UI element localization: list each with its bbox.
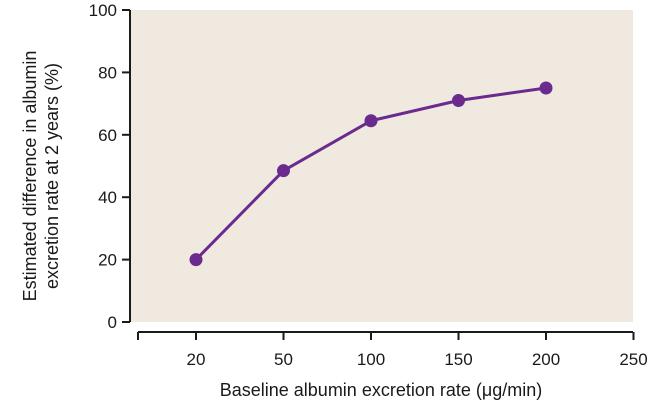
y-tick-label: 60 (98, 126, 117, 145)
y-axis-title-line: Estimated difference in albumin (20, 51, 40, 302)
plot-background (130, 10, 633, 322)
data-point (364, 114, 378, 128)
x-tick-label: 250 (619, 350, 647, 369)
series-layer (189, 81, 553, 267)
x-tick-label: 20 (187, 350, 206, 369)
x-axis: 20 50 100 150 200 250 (137, 331, 648, 369)
y-tick-label: 20 (98, 251, 117, 270)
x-axis-title: Baseline albumin excretion rate (μg/min) (220, 380, 543, 400)
x-tick-label: 150 (444, 350, 472, 369)
x-tick-label: 200 (532, 350, 560, 369)
y-tick-label: 0 (108, 313, 117, 332)
x-tick-label: 100 (357, 350, 385, 369)
data-point (189, 253, 203, 267)
y-axis-title-line: excretion rate at 2 years (%) (42, 63, 62, 289)
x-tick-label: 50 (274, 350, 293, 369)
y-axis: 0 20 40 60 80 100 (89, 1, 131, 332)
data-point (539, 81, 553, 95)
y-tick-label: 40 (98, 188, 117, 207)
y-tick-label: 100 (89, 1, 117, 20)
data-point (277, 164, 290, 178)
y-tick-label: 80 (98, 63, 117, 82)
data-point (452, 93, 465, 107)
y-axis-title: Estimated difference in albumin excretion… (20, 51, 62, 302)
